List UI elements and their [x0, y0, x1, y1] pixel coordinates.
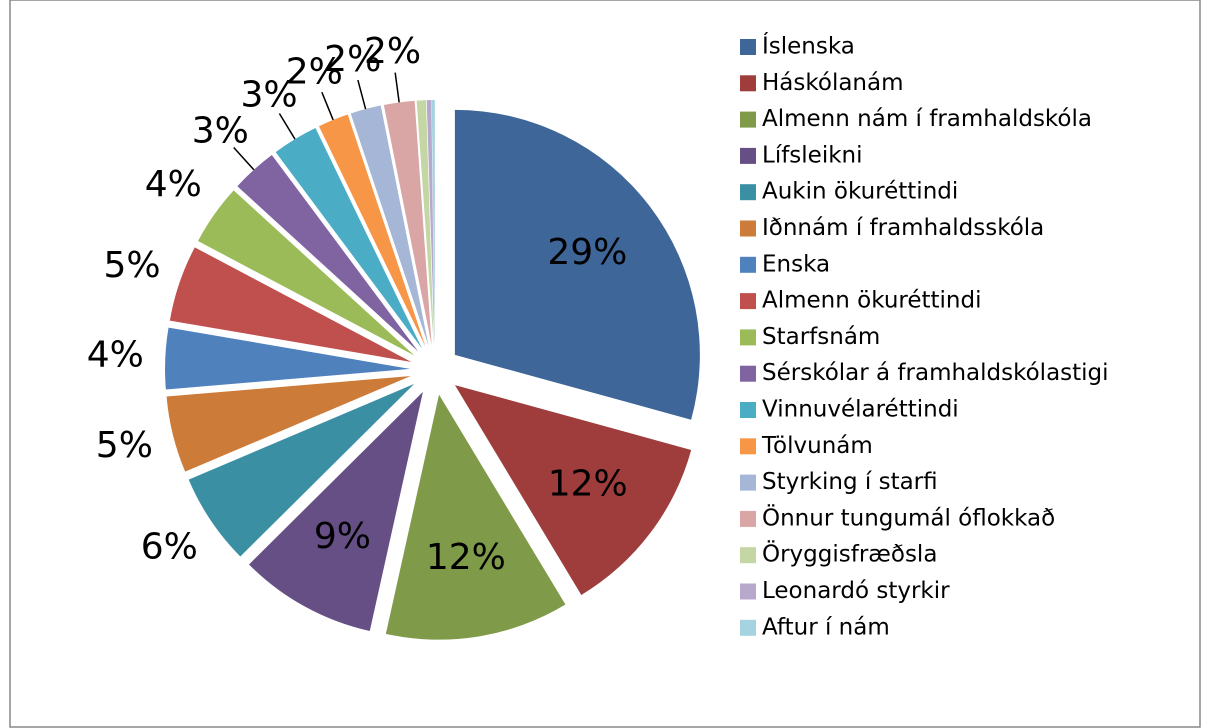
legend-label: Starfsnám: [762, 324, 880, 350]
pie-slice: [416, 100, 434, 346]
legend-label: Tölvunám: [761, 433, 873, 459]
legend-swatch: [740, 75, 756, 92]
legend-label: Iðnnám í framhaldsskóla: [762, 215, 1044, 241]
pie-slice: [454, 385, 692, 595]
legend-label: Almenn ökuréttindi: [762, 288, 982, 314]
pie-slice: [454, 109, 700, 420]
legend-label: Aftur í nám: [762, 614, 890, 640]
leader-line: [233, 147, 255, 171]
legend-swatch: [740, 293, 756, 310]
leader-line: [357, 79, 367, 110]
data-label: 6%: [141, 526, 198, 567]
legend-label: Styrking í starfi: [762, 469, 938, 495]
leader-line: [394, 72, 400, 103]
legend-label: Vinnuvélaréttindi: [762, 397, 959, 423]
pie-slice: [169, 247, 412, 362]
pie-slice: [197, 190, 415, 356]
pie-slice: [350, 105, 429, 346]
leader-line: [321, 91, 334, 121]
data-label: 9%: [314, 516, 371, 557]
legend-swatch: [740, 256, 756, 273]
legend-swatch: [740, 510, 756, 527]
legend-swatch: [740, 111, 756, 128]
pie-slice: [318, 114, 426, 347]
legend-swatch: [740, 402, 756, 418]
data-label: 3%: [240, 74, 297, 115]
pie-slice: [165, 327, 411, 390]
pie-slice: [166, 376, 411, 472]
data-label: 2%: [324, 39, 381, 80]
legend-swatch: [740, 147, 756, 164]
legend-swatch: [740, 39, 756, 55]
pie-slice: [385, 394, 566, 640]
legend-label: Almenn nám í framhaldskóla: [762, 106, 1092, 132]
legend-label: Leonardó styrkir: [762, 578, 950, 604]
data-label: 3%: [192, 111, 249, 152]
legend-label: Aukin ökuréttindi: [762, 179, 958, 205]
legend-label: Íslenska: [762, 32, 855, 60]
legend-label: Önnur tungumál óflokkað: [762, 503, 1055, 531]
legend-swatch: [740, 220, 756, 237]
legend-swatch: [740, 547, 756, 564]
pie-slice: [383, 100, 432, 346]
data-label: 4%: [87, 334, 144, 375]
data-label: 12%: [548, 464, 628, 505]
legend-swatch: [740, 619, 756, 636]
legend-label: Sérskólar á framhaldskólastigi: [762, 360, 1109, 386]
legend-swatch: [740, 365, 756, 382]
data-label: 12%: [426, 537, 506, 578]
data-label: 2%: [364, 31, 421, 72]
legend-label: Öryggisfræðsla: [762, 540, 937, 568]
data-label: 29%: [547, 232, 627, 273]
legend-label: Háskólanám: [762, 70, 904, 96]
legend-swatch: [740, 329, 756, 346]
pie-slice: [275, 128, 423, 349]
legend-swatch: [740, 438, 756, 455]
pie-slice: [188, 383, 415, 557]
leader-line: [278, 113, 296, 140]
data-label: 5%: [96, 425, 153, 466]
pie-slice: [248, 391, 423, 632]
data-label: 4%: [145, 164, 202, 205]
legend-label: Enska: [762, 251, 830, 277]
pie-slice: [237, 155, 419, 352]
data-label: 5%: [104, 245, 161, 286]
data-label: 2%: [286, 52, 343, 93]
legend-swatch: [740, 474, 756, 491]
legend-label: Lífsleikni: [762, 142, 863, 168]
legend-swatch: [740, 583, 756, 600]
pie-slice: [431, 100, 435, 346]
legend-swatch: [740, 184, 756, 201]
pie-slice: [426, 100, 435, 346]
